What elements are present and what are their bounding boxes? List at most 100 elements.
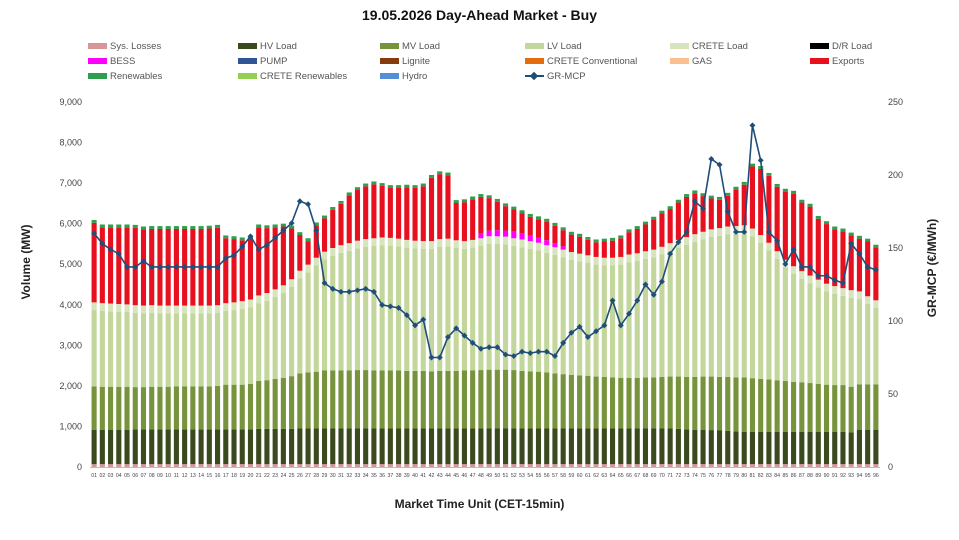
- bar-exports-56: [544, 221, 550, 241]
- bar-renewables-39: [404, 184, 410, 188]
- bar-exports-04: [116, 227, 122, 304]
- point-gr-mcp-58: [560, 339, 567, 346]
- bar-sys-losses-18: [231, 464, 237, 467]
- bar-bess-57: [552, 243, 558, 248]
- bar-lv-load-51: [503, 244, 509, 370]
- bar-hv-load-94: [856, 429, 862, 465]
- bar-lv-load-26: [297, 278, 303, 374]
- bar-lv-load-04: [116, 311, 122, 387]
- bar-renewables-32: [346, 192, 352, 196]
- bar-exports-86: [791, 193, 797, 267]
- x-tick-label: 61: [585, 473, 591, 479]
- point-gr-mcp-55: [535, 348, 542, 355]
- bar-exports-20: [247, 238, 254, 300]
- bar-sys-losses-83: [766, 464, 772, 467]
- point-gr-mcp-34: [362, 285, 369, 292]
- x-tick-label: 26: [297, 473, 303, 479]
- bar-mv-load-11: [173, 386, 179, 430]
- point-gr-mcp-89: [815, 272, 822, 279]
- x-tick-label: 29: [322, 473, 328, 479]
- bar-exports-43: [437, 174, 443, 240]
- bar-hv-load-03: [108, 429, 114, 465]
- x-tick-label: 73: [684, 473, 690, 479]
- bar-mv-load-82: [758, 378, 764, 432]
- legend-swatch: [88, 43, 107, 49]
- bar-renewables-67: [634, 226, 640, 229]
- bar-renewables-40: [412, 185, 418, 188]
- x-tick-label: 40: [412, 473, 418, 479]
- bar-crete-load-73: [684, 237, 690, 245]
- x-tick-label: 58: [560, 473, 566, 479]
- bar-lv-load-09: [157, 313, 163, 387]
- bar-exports-85: [782, 191, 788, 260]
- point-gr-mcp-70: [658, 278, 665, 285]
- bar-sys-losses-76: [708, 464, 714, 467]
- legend-label: HV Load: [260, 40, 297, 52]
- bar-hv-load-35: [371, 428, 377, 465]
- bar-sys-losses-93: [848, 464, 854, 467]
- bar-hv-load-75: [700, 429, 706, 465]
- point-gr-mcp-90: [823, 272, 830, 279]
- bar-sys-losses-55: [535, 464, 542, 467]
- bar-lv-load-61: [585, 263, 591, 376]
- bar-hv-load-61: [585, 428, 591, 465]
- bar-lv-load-70: [659, 254, 665, 377]
- bar-lv-load-48: [478, 245, 484, 371]
- bar-mv-load-63: [601, 376, 607, 429]
- bar-mv-load-03: [108, 386, 114, 430]
- bar-mv-load-53: [519, 370, 525, 429]
- bar-hv-load-28: [313, 428, 319, 465]
- bar-mv-load-05: [124, 386, 130, 430]
- bar-renewables-66: [626, 229, 632, 233]
- legend-swatch: [88, 73, 107, 79]
- bar-hv-load-86: [791, 431, 797, 465]
- bar-mv-load-60: [577, 375, 583, 429]
- legend-item-hydro: Hydro: [380, 70, 427, 82]
- bar-renewables-54: [527, 213, 533, 217]
- bar-sys-losses-03: [108, 464, 114, 467]
- bar-renewables-12: [182, 226, 188, 229]
- x-tick-label: 15: [206, 473, 212, 479]
- bar-hv-load-49: [486, 428, 492, 465]
- bar-hv-load-48: [478, 428, 484, 465]
- bar-exports-82: [758, 168, 764, 236]
- bar-hv-load-62: [593, 428, 599, 465]
- bar-exports-47: [470, 199, 476, 240]
- bar-lv-load-85: [782, 267, 788, 382]
- bar-sys-losses-74: [692, 464, 698, 467]
- x-tick-label: 83: [766, 473, 772, 479]
- bar-mv-load-95: [865, 384, 871, 430]
- bar-lv-load-91: [832, 293, 838, 386]
- bar-exports-23: [272, 227, 278, 290]
- bar-crete-load-68: [642, 251, 649, 259]
- bar-exports-58: [560, 230, 566, 247]
- bar-crete-load-07: [140, 305, 147, 314]
- bar-hv-load-70: [659, 428, 665, 465]
- bar-hv-load-96: [873, 429, 879, 465]
- x-tick-label: 10: [165, 473, 171, 479]
- bar-crete-load-18: [231, 302, 237, 311]
- bar-sys-losses-89: [815, 464, 821, 467]
- bar-mv-load-72: [675, 376, 681, 429]
- bar-lv-load-03: [108, 311, 114, 387]
- bar-sys-losses-90: [823, 464, 830, 467]
- bar-crete-load-61: [585, 255, 591, 264]
- point-gr-mcp-92: [840, 280, 846, 287]
- x-tick-label: 55: [536, 473, 542, 479]
- bar-hv-load-71: [667, 428, 673, 465]
- bar-exports-17: [223, 238, 229, 304]
- bar-exports-79: [733, 189, 739, 227]
- bar-sys-losses-40: [412, 464, 418, 467]
- bar-sys-losses-62: [593, 464, 599, 467]
- bar-exports-27: [305, 241, 311, 265]
- bar-sys-losses-69: [651, 464, 657, 467]
- bar-lv-load-01: [91, 310, 97, 387]
- x-tick-label: 90: [824, 473, 830, 479]
- x-tick-label: 52: [511, 473, 517, 479]
- bar-sys-losses-41: [420, 464, 426, 467]
- bar-lv-load-29: [321, 259, 328, 371]
- bar-sys-losses-21: [256, 464, 262, 467]
- bar-exports-74: [692, 193, 698, 235]
- bar-sys-losses-33: [354, 464, 360, 467]
